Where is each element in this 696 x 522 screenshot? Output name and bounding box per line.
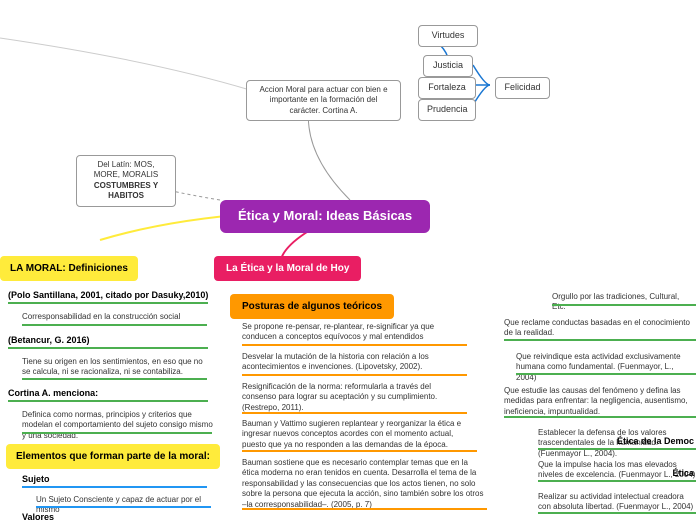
bar-r4 bbox=[504, 416, 696, 418]
label-cortina: Cortina A. menciona: bbox=[8, 388, 98, 398]
bar-r3 bbox=[516, 373, 696, 375]
node-etica-hoy: La Ética y la Moral de Hoy bbox=[214, 256, 361, 281]
label-polo: (Polo Santillana, 2001, citado por Dasuk… bbox=[8, 290, 208, 300]
bar-r2 bbox=[504, 339, 696, 341]
label-betancur: (Betancur, G. 2016) bbox=[8, 335, 90, 345]
bar-cortina-txt bbox=[22, 432, 212, 434]
text-r4: Que estudie las causas del fenómeno y de… bbox=[504, 386, 696, 417]
node-accion-moral: Accion Moral para actuar con bien e impo… bbox=[246, 80, 401, 121]
text-betancur: Tiene su origen en los sentimientos, en … bbox=[22, 357, 212, 378]
node-central: Ética y Moral: Ideas Básicas bbox=[220, 200, 430, 233]
bar-polo bbox=[8, 302, 208, 304]
latin-line1: Del Latín: MOS, MORE, MORALIS bbox=[94, 160, 158, 179]
text-r2: Que reclame conductas basadas en el cono… bbox=[504, 318, 694, 339]
text-p1: Se propone re-pensar, re-plantear, re-si… bbox=[242, 322, 467, 343]
text-r1: Orgullo por las tradiciones, Cultural, E… bbox=[552, 292, 692, 313]
node-elementos: Elementos que forman parte de la moral: bbox=[6, 444, 220, 469]
bar-p5 bbox=[242, 508, 487, 510]
node-fortaleza: Fortaleza bbox=[418, 77, 476, 99]
label-r5b: Ética de la Democ bbox=[617, 436, 694, 446]
bar-r1 bbox=[552, 304, 696, 306]
text-cortina: Definica como normas, principios y crite… bbox=[22, 410, 217, 441]
bar-cortina bbox=[8, 400, 208, 402]
node-virtudes: Virtudes bbox=[418, 25, 478, 47]
bar-sujeto bbox=[22, 486, 207, 488]
node-moral-definiciones: LA MORAL: Definiciones bbox=[0, 256, 138, 281]
text-r3: Que reivindique esta actividad exclusiva… bbox=[516, 352, 696, 383]
bar-r6 bbox=[538, 480, 696, 482]
bar-p4 bbox=[242, 450, 477, 452]
node-posturas: Posturas de algunos teóricos bbox=[230, 294, 394, 319]
label-sujeto: Sujeto bbox=[22, 474, 50, 484]
bar-r7 bbox=[538, 512, 696, 514]
bar-p2 bbox=[242, 374, 467, 376]
bar-r5 bbox=[538, 448, 696, 450]
bar-polo-txt bbox=[22, 324, 207, 326]
text-p2: Desvelar la mutación de la historia con … bbox=[242, 352, 467, 373]
latin-line2: COSTUMBRES Y HABITOS bbox=[94, 181, 158, 200]
node-felicidad: Felicidad bbox=[495, 77, 550, 99]
bar-p3 bbox=[242, 412, 467, 414]
text-p5: Bauman sostiene que es necesario contemp… bbox=[242, 458, 487, 510]
label-r6b: Ética bbox=[672, 468, 694, 478]
bar-betancur bbox=[8, 347, 208, 349]
text-p3: Resignificación de la norma: reformularl… bbox=[242, 382, 467, 413]
text-p4: Bauman y Vattimo sugieren replantear y r… bbox=[242, 419, 477, 450]
text-polo: Corresponsabilidad en la construcción so… bbox=[22, 312, 207, 322]
node-latin: Del Latín: MOS, MORE, MORALIS COSTUMBRES… bbox=[76, 155, 176, 207]
bar-betancur-txt bbox=[22, 378, 207, 380]
label-valores: Valores bbox=[22, 512, 54, 522]
node-prudencia: Prudencia bbox=[418, 99, 476, 121]
bar-p1 bbox=[242, 344, 467, 346]
bar-sujeto-txt bbox=[36, 506, 211, 508]
text-r7: Realizar su actividad intelectual creado… bbox=[538, 492, 696, 513]
node-justicia: Justicia bbox=[423, 55, 473, 77]
